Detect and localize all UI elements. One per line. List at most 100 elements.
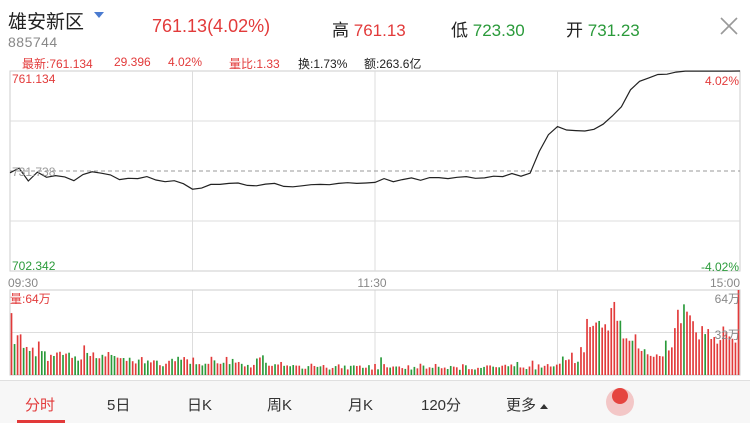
volume-bar: [616, 320, 619, 375]
volume-bar: [437, 366, 440, 375]
volume-bar: [259, 357, 261, 375]
volume-bar: [422, 365, 425, 375]
volume-bar: [183, 357, 186, 375]
volume-bar: [519, 367, 522, 375]
tab-daily-k[interactable]: 日K: [187, 397, 213, 414]
volume-bar: [455, 367, 458, 375]
bottom-right-pct-label: -4.02%: [701, 260, 739, 274]
volume-bar: [477, 367, 479, 375]
volume-bar: [586, 318, 588, 375]
volume-bar: [625, 338, 628, 375]
volume-bar: [516, 361, 519, 375]
volume-bar: [343, 365, 346, 375]
tab-5-day[interactable]: 5日: [107, 397, 131, 414]
volume-bar: [725, 331, 728, 375]
volume-bar: [10, 313, 13, 375]
volume-bar: [225, 356, 228, 375]
volume-bar: [655, 354, 658, 375]
chart-grid: [9, 70, 741, 376]
volume-bar: [613, 301, 616, 375]
current-price: 761.13(4.02%): [152, 16, 271, 36]
index-name[interactable]: 雄安新区: [8, 12, 85, 33]
volume-bar: [646, 354, 649, 375]
tab-intraday[interactable]: 分时: [25, 397, 56, 414]
volume-bar: [701, 326, 703, 375]
volume-bar: [401, 368, 404, 375]
volume-bar: [734, 342, 737, 375]
volume-bar: [722, 326, 725, 375]
volume-bar: [728, 336, 731, 375]
volume-bar: [156, 360, 158, 375]
close-icon[interactable]: [718, 15, 740, 37]
volume-bar: [671, 347, 673, 376]
volume-bar: [574, 363, 576, 375]
volume-bar: [31, 347, 34, 375]
volume-bar: [677, 309, 679, 375]
volume-bar: [719, 340, 722, 375]
volume-bar: [395, 366, 398, 375]
volume-bar: [462, 364, 464, 375]
volume-mid-label: 32万: [715, 328, 740, 342]
volume-bar: [689, 315, 691, 375]
volume-bar: [53, 356, 55, 375]
volume-bar: [522, 367, 525, 375]
tab-more[interactable]: 更多: [506, 394, 549, 415]
volume-bar: [561, 356, 564, 375]
volume-bar: [25, 346, 28, 375]
volume-bar: [95, 358, 98, 375]
volume-bar: [162, 366, 164, 375]
volume-bar: [607, 330, 610, 375]
volume-bar: [122, 358, 125, 375]
volume-bar: [219, 363, 222, 375]
volume-bar: [698, 339, 700, 375]
volume-bar: [77, 360, 79, 375]
volume-bar: [340, 368, 343, 375]
volume-bar: [631, 340, 634, 375]
volume-bar: [592, 325, 594, 375]
volume-bar: [498, 367, 501, 375]
y-min-label: 702.342: [12, 259, 56, 273]
volume-bar: [128, 357, 131, 375]
volume-bar: [489, 365, 491, 375]
volume-bar: [50, 354, 52, 375]
volume-bar: [683, 304, 685, 375]
volume-bar: [419, 363, 422, 375]
volume-bar: [249, 367, 252, 375]
volume-bar: [143, 363, 146, 375]
volume-bar: [89, 356, 92, 375]
volume-bar: [62, 354, 64, 375]
volume-bar: [510, 364, 513, 375]
volume-bar: [480, 367, 482, 375]
volume-bar: [622, 338, 625, 375]
volume-bar: [346, 369, 349, 375]
volume-bar: [180, 359, 182, 375]
volume-bar: [583, 352, 585, 375]
volume-bar: [213, 360, 216, 375]
volume-bar: [604, 324, 607, 375]
volume-bar: [543, 365, 546, 375]
tab-monthly-k[interactable]: 月K: [348, 397, 374, 414]
volume-bar: [501, 365, 504, 375]
quote-header: 雄安新区 885744 761.13(4.02%) 高 761.13 低 723…: [0, 0, 750, 55]
volume-bar: [695, 332, 697, 375]
volume-bars: [10, 290, 740, 376]
volume-bar: [652, 356, 655, 375]
volume-bar: [619, 320, 622, 375]
volume-bar: [589, 327, 591, 375]
volume-bar: [231, 358, 234, 375]
chevron-down-icon[interactable]: [94, 12, 104, 18]
tab-weekly-k[interactable]: 周K: [267, 397, 293, 414]
volume-bar: [495, 367, 497, 375]
volume-bar: [65, 353, 67, 375]
volume-bar: [256, 358, 258, 375]
volume-bar: [140, 357, 143, 375]
volume-bar: [595, 322, 597, 375]
volume-bar: [465, 365, 467, 375]
volume-bar: [365, 367, 367, 375]
intraday-chart[interactable]: 761.134 731.738 702.342 4.02% -4.02% 09:…: [0, 70, 750, 380]
volume-bar: [295, 365, 298, 375]
volume-bar: [222, 362, 225, 375]
tab-120-min[interactable]: 120分: [421, 397, 462, 414]
volume-bar: [313, 365, 316, 375]
volume-bar: [195, 364, 198, 375]
